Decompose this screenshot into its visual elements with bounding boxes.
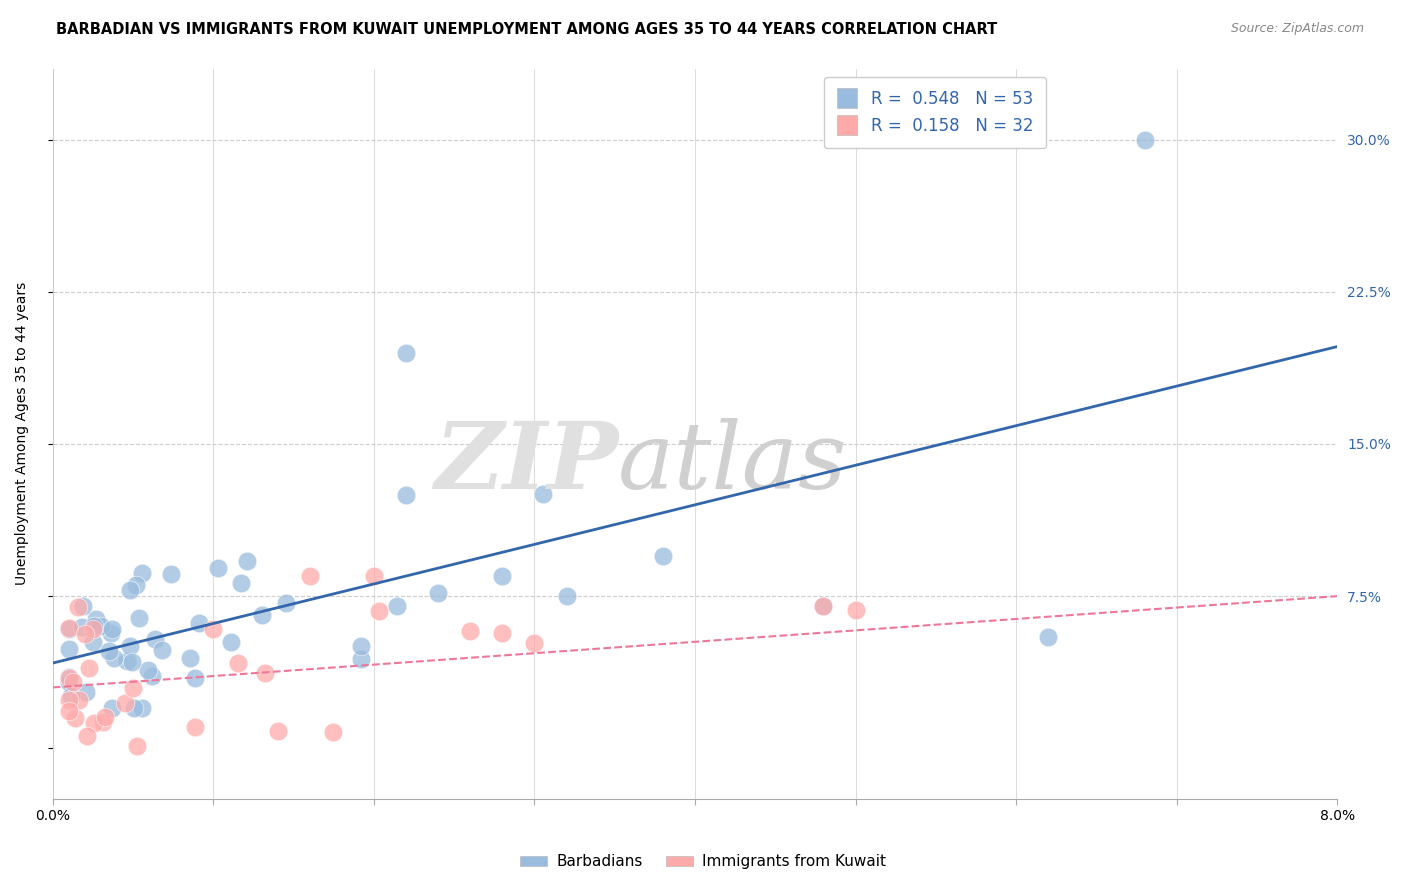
Point: [363, 569, 385, 583]
Text: BARBADIAN VS IMMIGRANTS FROM KUWAIT UNEMPLOYMENT AMONG AGES 35 TO 44 YEARS CORRE: BARBADIAN VS IMMIGRANTS FROM KUWAIT UNEM…: [56, 22, 997, 37]
Point: [62, 675, 84, 690]
Point: [267, 724, 290, 739]
Y-axis label: Unemployment Among Ages 35 to 44 years: Unemployment Among Ages 35 to 44 years: [15, 282, 30, 585]
Point: [202, 622, 225, 636]
Point: [813, 599, 835, 614]
Point: [350, 639, 373, 653]
Point: [118, 639, 141, 653]
Legend: R =  0.548   N = 53, R =  0.158   N = 32: R = 0.548 N = 53, R = 0.158 N = 32: [824, 77, 1046, 148]
Point: [131, 566, 153, 580]
Point: [103, 651, 125, 665]
Point: [813, 599, 835, 614]
Point: [1038, 630, 1060, 644]
Point: [131, 700, 153, 714]
Point: [72, 599, 94, 614]
Point: [229, 576, 252, 591]
Point: [82, 622, 104, 636]
Point: [395, 488, 418, 502]
Text: Source: ZipAtlas.com: Source: ZipAtlas.com: [1230, 22, 1364, 36]
Point: [101, 622, 124, 636]
Point: [82, 634, 104, 648]
Point: [426, 586, 449, 600]
Legend: Barbadians, Immigrants from Kuwait: Barbadians, Immigrants from Kuwait: [513, 848, 893, 875]
Point: [83, 716, 105, 731]
Point: [322, 724, 344, 739]
Point: [122, 700, 145, 714]
Point: [73, 627, 96, 641]
Point: [136, 663, 159, 677]
Point: [101, 700, 124, 714]
Point: [58, 670, 80, 684]
Text: atlas: atlas: [617, 418, 848, 508]
Point: [491, 569, 513, 583]
Point: [75, 685, 97, 699]
Point: [128, 610, 150, 624]
Point: [555, 589, 578, 603]
Point: [207, 561, 229, 575]
Point: [253, 666, 276, 681]
Point: [458, 624, 481, 638]
Point: [67, 692, 90, 706]
Point: [250, 607, 273, 622]
Point: [90, 618, 112, 632]
Point: [70, 620, 93, 634]
Point: [76, 729, 98, 743]
Point: [367, 604, 389, 618]
Point: [141, 669, 163, 683]
Point: [58, 671, 80, 685]
Point: [276, 596, 298, 610]
Point: [58, 704, 80, 718]
Point: [115, 655, 138, 669]
Point: [385, 599, 408, 614]
Point: [100, 626, 122, 640]
Point: [120, 582, 142, 597]
Point: [845, 603, 868, 617]
Point: [97, 643, 120, 657]
Point: [121, 655, 143, 669]
Point: [651, 549, 673, 563]
Point: [66, 599, 89, 614]
Point: [184, 720, 207, 734]
Point: [491, 626, 513, 640]
Point: [395, 345, 418, 359]
Point: [83, 619, 105, 633]
Text: ZIP: ZIP: [433, 418, 617, 508]
Point: [226, 657, 249, 671]
Point: [84, 612, 107, 626]
Point: [58, 641, 80, 656]
Point: [59, 689, 82, 703]
Point: [114, 696, 136, 710]
Point: [298, 569, 321, 583]
Point: [1133, 132, 1156, 146]
Point: [91, 714, 114, 729]
Point: [58, 621, 80, 635]
Point: [236, 554, 259, 568]
Point: [63, 711, 86, 725]
Point: [127, 739, 149, 753]
Point: [187, 616, 209, 631]
Point: [121, 681, 143, 696]
Point: [350, 652, 373, 666]
Point: [58, 674, 80, 689]
Point: [150, 643, 173, 657]
Point: [179, 651, 201, 665]
Point: [125, 578, 148, 592]
Point: [523, 636, 546, 650]
Point: [531, 487, 554, 501]
Point: [58, 693, 80, 707]
Point: [219, 635, 242, 649]
Point: [77, 661, 100, 675]
Point: [58, 622, 80, 636]
Point: [183, 672, 205, 686]
Point: [143, 632, 166, 647]
Point: [94, 709, 117, 723]
Point: [159, 566, 181, 581]
